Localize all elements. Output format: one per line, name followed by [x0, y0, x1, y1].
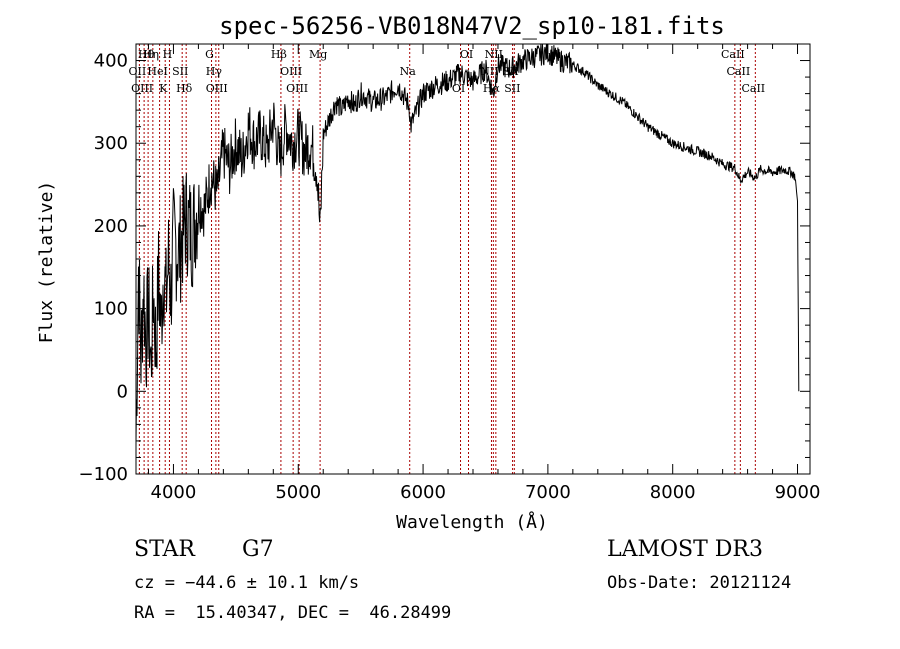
line-label: K [159, 82, 168, 95]
survey-name: LAMOST DR3 [607, 537, 763, 562]
plot-frame [135, 43, 811, 475]
observation-date: Obs-Date: 20121124 [607, 573, 792, 593]
line-label: CaII [741, 82, 765, 95]
x-tick-label: 4000 [151, 482, 197, 503]
redshift-value: cz = −44.6 ± 10.1 km/s [134, 573, 360, 593]
line-label: OI [460, 48, 473, 61]
line-label: OI [452, 82, 465, 95]
x-tick-label: 6000 [400, 482, 446, 503]
y-axis: −100 0 100 200 300 400 [79, 51, 810, 485]
spectral-line-labels: Hθ OII OIII Hη HeI K H SII Hδ G Hγ OIII Hβ OIII OIII Mg… [129, 48, 766, 95]
x-axis-label: Wavelength (Å) [396, 511, 548, 533]
object-class: STAR [134, 537, 195, 562]
line-label: OIII [131, 82, 153, 95]
line-label: Hβ [271, 48, 287, 61]
y-tick-label: 100 [94, 299, 128, 320]
line-label: SII [504, 82, 520, 95]
y-tick-label: 200 [94, 216, 128, 237]
line-label: Hδ [176, 82, 193, 95]
line-label: CaII [721, 48, 745, 61]
y-tick-label: 0 [117, 381, 128, 402]
spectrum-series-line [135, 43, 800, 443]
coordinates: RA = 15.40347, DEC = 46.28499 [134, 603, 452, 623]
x-tick-label: 9000 [775, 482, 821, 503]
line-label: OII [129, 65, 147, 78]
x-axis: 4000 5000 6000 7000 8000 9000 [147, 44, 821, 503]
line-label: HeI [147, 65, 167, 78]
line-label: H [163, 48, 173, 61]
line-label: Hη [143, 48, 159, 61]
spectral-line-markers [138, 44, 756, 474]
line-label: Mg [309, 48, 327, 61]
y-tick-label: 400 [94, 51, 128, 72]
y-axis-label: Flux (relative) [36, 181, 57, 344]
line-label: Hγ [206, 65, 223, 78]
line-label: CaII [727, 65, 751, 78]
line-label: OIII [280, 65, 302, 78]
object-subclass: G7 [242, 537, 274, 562]
chart-title: spec-56256-VB018N47V2_sp10-181.fits [219, 12, 725, 40]
line-label: G [205, 48, 214, 61]
line-label: Na [400, 65, 417, 78]
x-tick-label: 8000 [650, 482, 696, 503]
y-tick-label: 300 [94, 133, 128, 154]
y-tick-label: −100 [79, 464, 128, 485]
line-label: NII [485, 48, 503, 61]
line-label: OIII [206, 82, 228, 95]
line-label: OIII [286, 82, 308, 95]
line-label: SII [172, 65, 188, 78]
x-tick-label: 7000 [525, 482, 571, 503]
x-tick-label: 5000 [275, 482, 321, 503]
line-label: Hθ [138, 48, 155, 61]
